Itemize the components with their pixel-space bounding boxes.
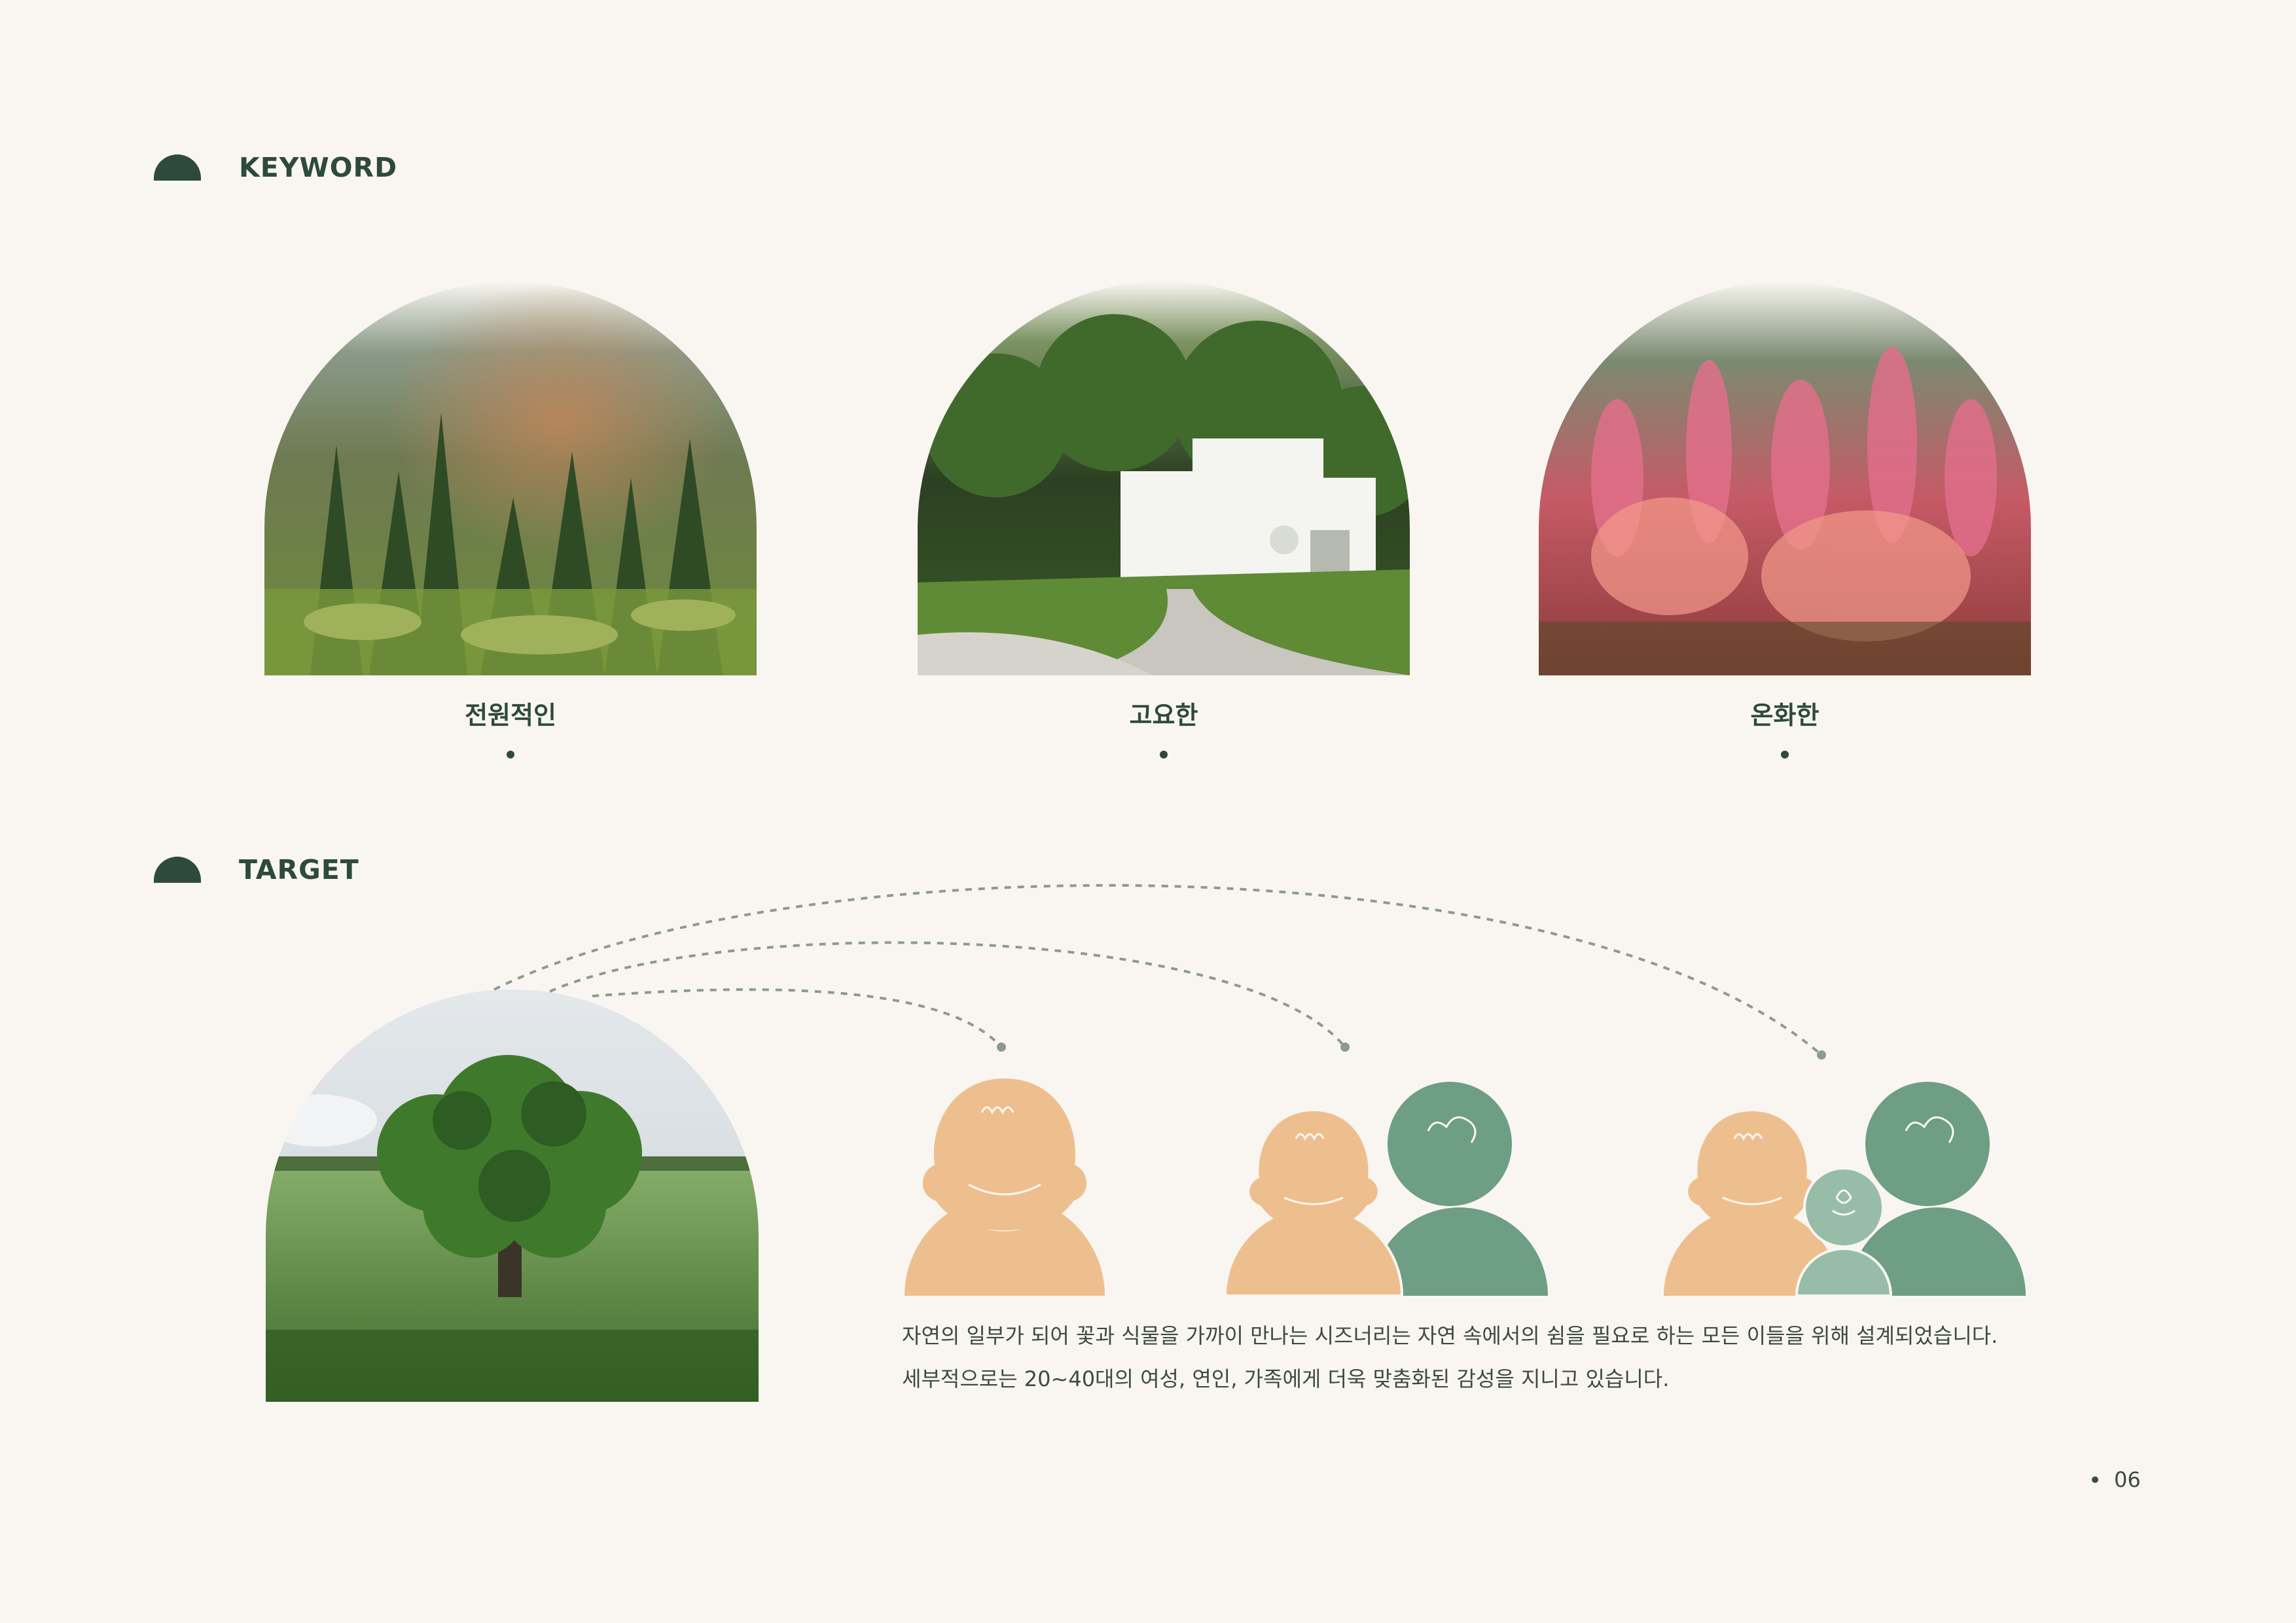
forest-image bbox=[264, 281, 757, 675]
keyword-label: 고요한 bbox=[1129, 701, 1198, 730]
keyword-label: 전원적인 bbox=[465, 701, 556, 730]
description-line: 세부적으로는 20~40대의 여성, 연인, 가족에게 더욱 맞춤화된 감성을 … bbox=[902, 1366, 1670, 1391]
keyword-card: 전원적인 bbox=[264, 281, 757, 758]
keyword-title: KEYWORD bbox=[239, 152, 398, 183]
page-number: 06 bbox=[2092, 1467, 2141, 1492]
couple-figure bbox=[1224, 1082, 1548, 1296]
flowers-image bbox=[1539, 281, 2031, 675]
target-section-header: TARGET bbox=[154, 854, 359, 885]
oak-tree-image bbox=[266, 990, 759, 1402]
bullet-dot bbox=[1781, 751, 1789, 758]
description-line: 자연의 일부가 되어 꽃과 식물을 가까이 만나는 시즈너리는 자연 속에서의 … bbox=[902, 1323, 1998, 1348]
target-description: 자연의 일부가 되어 꽃과 식물을 가까이 만나는 시즈너리는 자연 속에서의 … bbox=[902, 1323, 2080, 1410]
bullet-dot bbox=[507, 751, 514, 758]
keyword-card: 고요한 bbox=[918, 281, 1410, 758]
keyword-card: 온화한 bbox=[1539, 281, 2031, 758]
bullet-dot bbox=[1160, 751, 1168, 758]
bullet-dot bbox=[2092, 1476, 2098, 1483]
keyword-section-header: KEYWORD bbox=[154, 152, 397, 183]
woman-figure bbox=[905, 1079, 1105, 1296]
house-image bbox=[918, 281, 1410, 675]
target-title: TARGET bbox=[239, 854, 359, 885]
keyword-label: 온화한 bbox=[1750, 701, 1820, 730]
page-number-text: 06 bbox=[2114, 1467, 2141, 1492]
family-figure bbox=[1664, 1082, 2026, 1296]
